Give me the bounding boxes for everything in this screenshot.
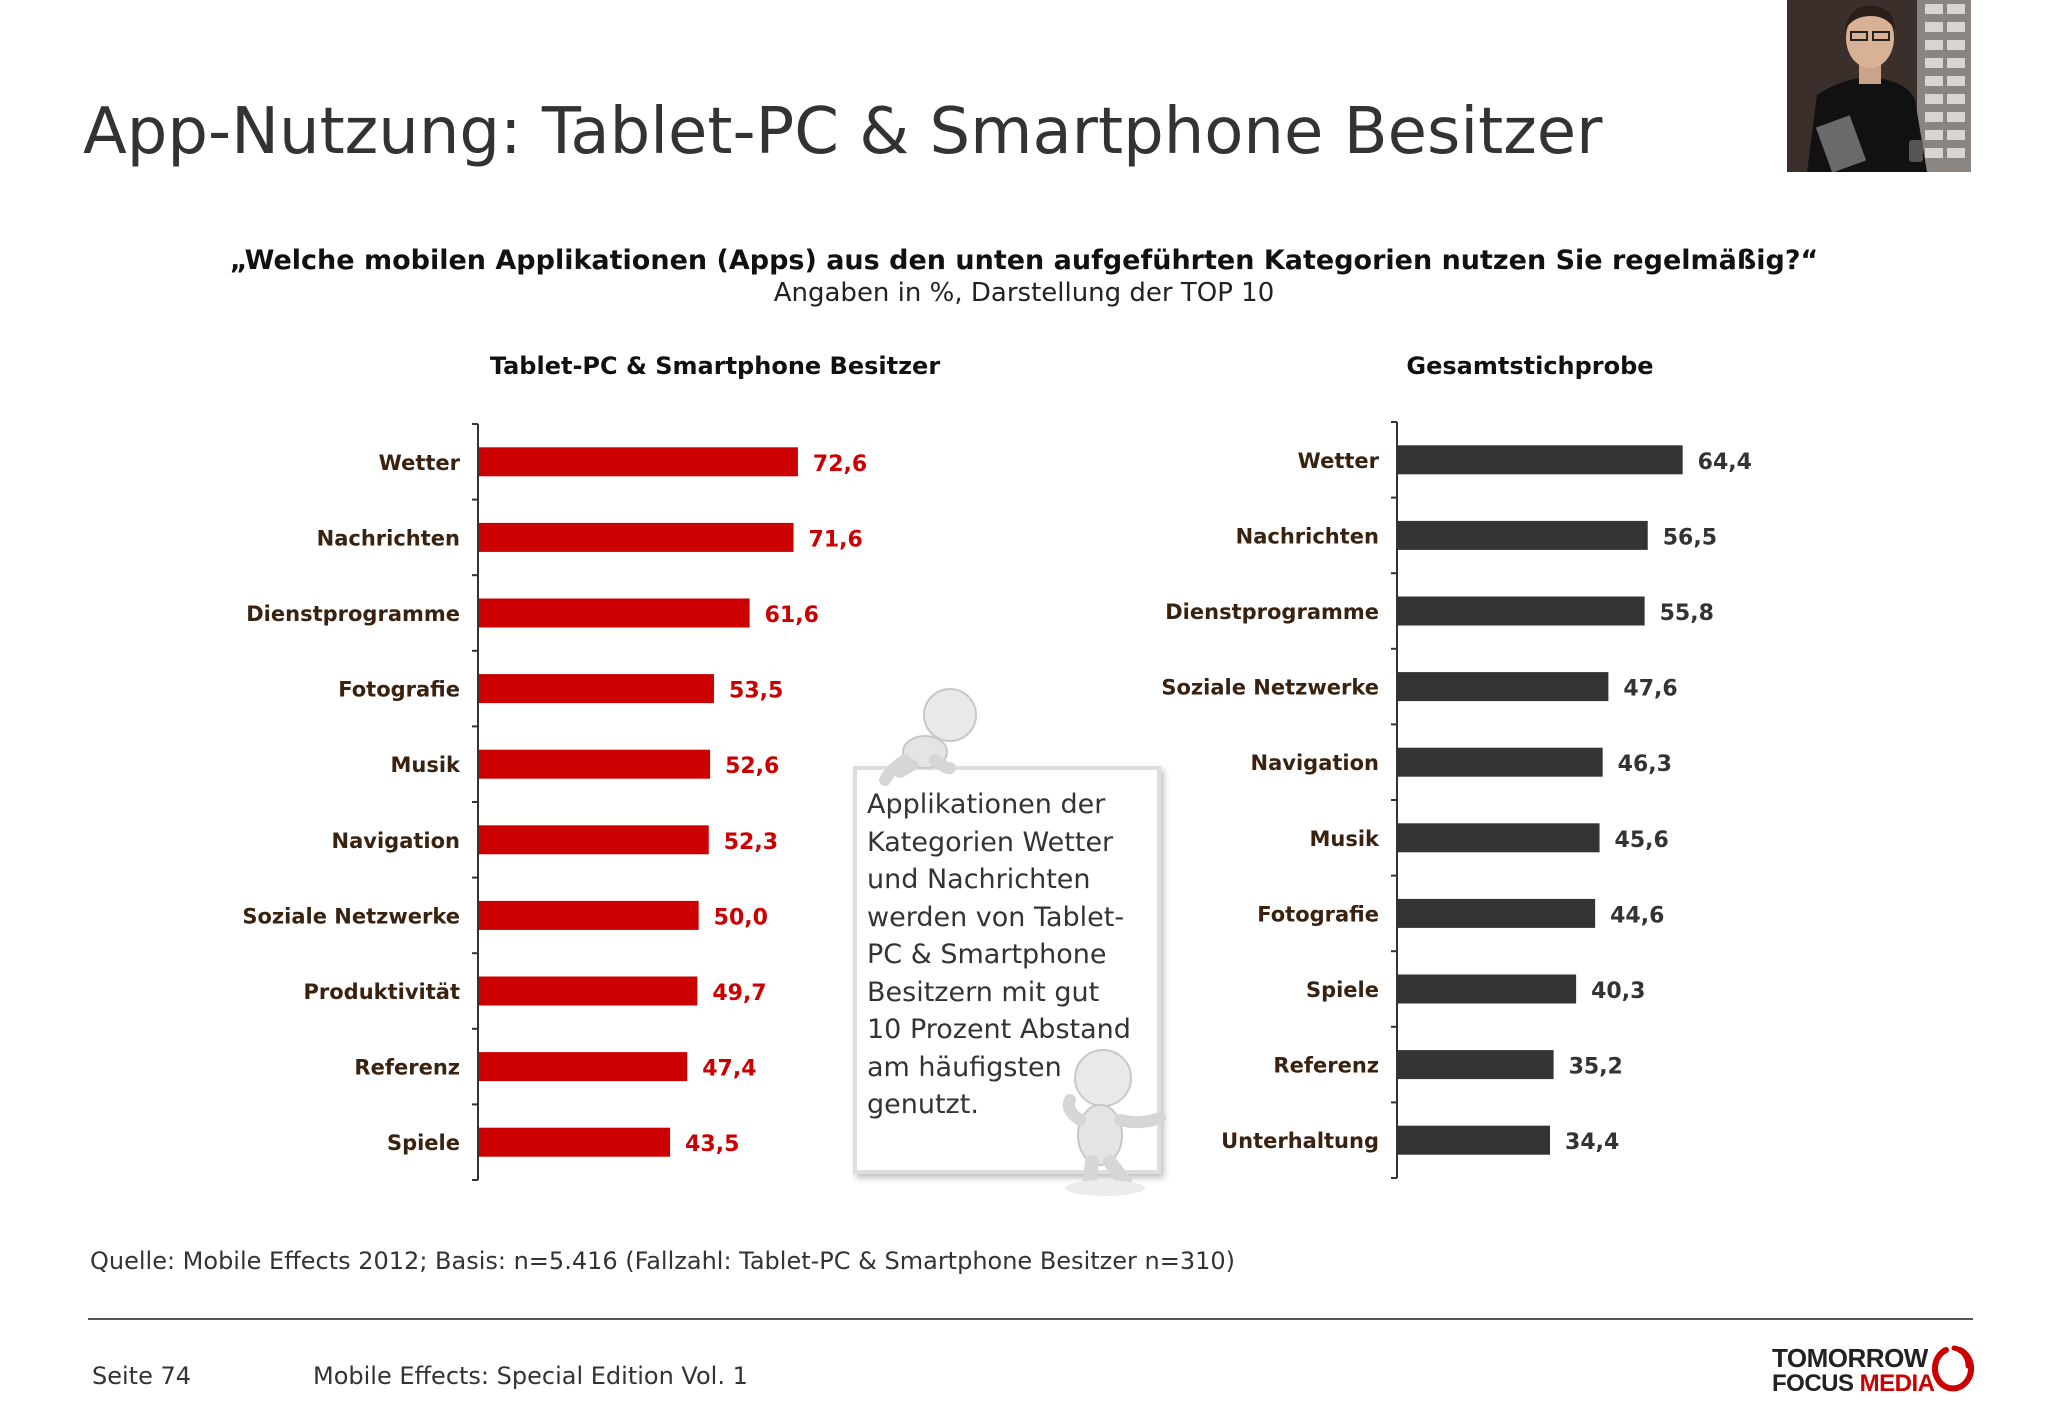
chart2-bar [1398,898,1596,928]
callout-line: Besitzern mit gut [867,976,1100,1008]
callout-line: Kategorien Wetter [867,826,1114,858]
chart2-bar [1398,445,1683,475]
chart2-bar [1398,823,1600,853]
chart2-bar [1398,1050,1554,1080]
callout-text: Applikationen der Kategorien Wetter und … [867,786,1157,1124]
chart1-bar [479,522,794,552]
chart1-bar [479,447,798,477]
chart2-bar [1398,974,1577,1004]
header-photo [1787,0,1971,172]
chart1-value-label: 61,6 [765,603,819,628]
survey-subtitle: Angaben in %, Darstellung der TOP 10 [773,278,1275,308]
chart1-bar [479,598,750,628]
chart2-value-label: 35,2 [1569,1055,1623,1080]
survey-question: „Welche mobilen Applikationen (Apps) aus… [229,245,1819,276]
logo-focus: FOCUS [1772,1370,1854,1397]
chart1-bar [479,749,711,779]
chart2-value-label: 46,3 [1618,752,1672,777]
chart1-value-label: 47,4 [702,1057,756,1082]
logo-ring-icon [1932,1345,1974,1392]
chart1-bar [479,900,699,930]
logo-line2: FOCUS MEDIA [1772,1370,1935,1398]
chart2-category-label: Navigation [1251,751,1379,775]
chart1-category-label: Spiele [387,1131,460,1155]
chart1-category-label: Nachrichten [317,526,460,550]
chart1-bar [479,825,709,855]
chart2-category-label: Dienstprogramme [1165,600,1379,624]
chart1-category-label: Fotografie [338,678,460,702]
chart1-value-label: 49,7 [712,981,766,1006]
logo-line1: TOMORROW [1772,1343,1928,1373]
chart1-value-label: 50,0 [714,905,768,930]
chart1-value-label: 43,5 [685,1132,739,1157]
chart2-bar [1398,672,1609,702]
chart1-bar [479,1052,688,1082]
chart2-value-label: 44,6 [1610,903,1664,928]
page-number: Seite 74 [92,1362,192,1390]
chart2-value-label: 45,6 [1615,828,1669,853]
chart2-category-label: Soziale Netzwerke [1161,676,1379,700]
chart2-bar [1398,596,1645,626]
chart1-category-label: Musik [390,753,461,777]
chart1-category-label: Dienstprogramme [246,602,460,626]
footer-title: Mobile Effects: Special Edition Vol. 1 [313,1362,748,1390]
person-photo-icon [1787,0,1971,172]
chart1-bar [479,976,698,1006]
callout-line: genutzt. [867,1089,979,1120]
chart2-category-label: Musik [1309,827,1380,851]
chart2-category-label: Fotografie [1257,902,1379,926]
chart2-category-label: Spiele [1306,978,1379,1002]
callout-line: am häufigsten [867,1051,1062,1083]
chart2-value-label: 56,5 [1663,525,1717,550]
chart2-value-label: 64,4 [1698,450,1752,475]
chart1-value-label: 71,6 [809,527,863,552]
chart2-bar [1398,747,1603,777]
chart1-bar [479,1127,671,1157]
logo-media: MEDIA [1859,1370,1935,1397]
chart1-category-label: Soziale Netzwerke [242,904,460,928]
chart2-value-label: 34,4 [1565,1130,1619,1155]
chart2-value-label: 40,3 [1591,979,1645,1004]
figure-bottom-icon [1062,1049,1166,1196]
chart2-bar [1398,520,1648,550]
chart2-title: Gesamtstichprobe [1406,352,1654,380]
slide-title: App-Nutzung: Tablet-PC & Smartphone Besi… [83,95,1603,169]
callout-line: und Nachrichten [867,864,1091,895]
chart1-category-label: Produktivität [304,980,461,1004]
chart2-value-label: 47,6 [1623,677,1677,702]
chart2-value-label: 55,8 [1660,601,1714,626]
chart2-bar [1398,1125,1551,1155]
chart1-category-label: Navigation [332,829,460,853]
chart2-category-label: Unterhaltung [1221,1129,1379,1153]
chart2-category-label: Referenz [1273,1054,1379,1078]
chart1-value-label: 53,5 [729,679,783,704]
chart1-value-label: 52,6 [725,754,779,779]
chart1-title: Tablet-PC & Smartphone Besitzer [489,352,941,380]
callout-line: werden von Tablet- [867,901,1125,933]
chart1-category-label: Wetter [379,451,461,475]
chart2-category-label: Wetter [1298,449,1380,473]
chart1-value-label: 52,3 [724,830,778,855]
chart1-bar [479,674,715,704]
callout-line: PC & Smartphone [867,939,1107,970]
callout-line: Applikationen der [867,789,1106,820]
figure-top-icon [879,688,977,786]
source-note: Quelle: Mobile Effects 2012; Basis: n=5.… [90,1247,1235,1275]
callout-line: 10 Prozent Abstand [867,1014,1131,1045]
chart2-category-label: Nachrichten [1236,524,1379,548]
chart1-category-label: Referenz [354,1056,460,1080]
footer-divider [88,1318,1973,1320]
chart1-value-label: 72,6 [813,452,867,477]
